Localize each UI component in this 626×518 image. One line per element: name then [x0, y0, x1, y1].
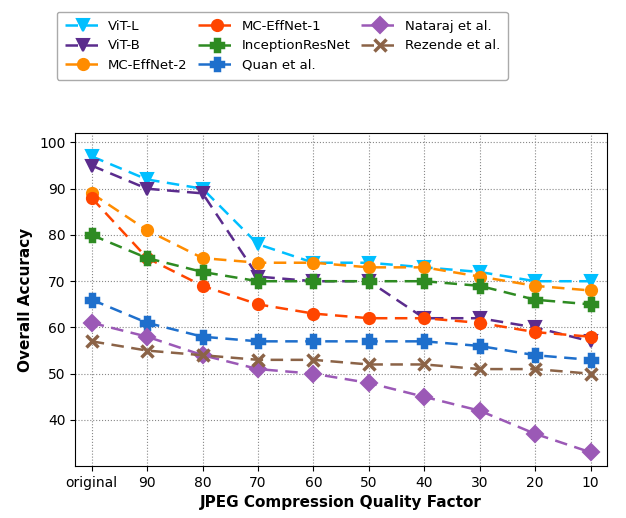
ViT-B [476, 315, 483, 321]
Quan et al. [254, 338, 262, 344]
Nataraj et al. [199, 352, 207, 358]
Rezende et al. [587, 370, 594, 377]
ViT-L [365, 260, 372, 266]
ViT-B [199, 190, 207, 196]
Nataraj et al. [531, 431, 539, 437]
Nataraj et al. [143, 334, 151, 340]
Rezende et al. [143, 348, 151, 354]
MC-EffNet-1 [587, 334, 594, 340]
Nataraj et al. [365, 380, 372, 386]
MC-EffNet-1 [310, 310, 317, 316]
ViT-B [421, 315, 428, 321]
Line: ViT-L: ViT-L [86, 151, 596, 287]
MC-EffNet-1 [365, 315, 372, 321]
Quan et al. [531, 352, 539, 358]
Quan et al. [88, 297, 96, 303]
Line: MC-EffNet-1: MC-EffNet-1 [86, 192, 596, 342]
MC-EffNet-2 [476, 274, 483, 280]
Nataraj et al. [88, 320, 96, 326]
Quan et al. [476, 343, 483, 349]
Nataraj et al. [421, 394, 428, 400]
Rezende et al. [531, 366, 539, 372]
Nataraj et al. [476, 408, 483, 414]
MC-EffNet-2 [365, 264, 372, 270]
Quan et al. [199, 334, 207, 340]
Legend: ViT-L, ViT-B, MC-EffNet-2, MC-EffNet-1, InceptionResNet, Quan et al., Nataraj et: ViT-L, ViT-B, MC-EffNet-2, MC-EffNet-1, … [57, 12, 508, 80]
Nataraj et al. [587, 449, 594, 455]
ViT-L [531, 278, 539, 284]
ViT-B [88, 163, 96, 169]
Rezende et al. [88, 338, 96, 344]
MC-EffNet-1 [88, 195, 96, 201]
InceptionResNet [310, 278, 317, 284]
MC-EffNet-2 [421, 264, 428, 270]
Rezende et al. [421, 362, 428, 368]
Quan et al. [421, 338, 428, 344]
ViT-B [254, 274, 262, 280]
MC-EffNet-1 [143, 255, 151, 261]
Rezende et al. [476, 366, 483, 372]
InceptionResNet [476, 283, 483, 289]
ViT-B [310, 278, 317, 284]
ViT-B [143, 185, 151, 192]
MC-EffNet-1 [531, 329, 539, 335]
ViT-L [587, 278, 594, 284]
Rezende et al. [254, 357, 262, 363]
Line: Quan et al.: Quan et al. [86, 294, 597, 366]
ViT-L [199, 185, 207, 192]
MC-EffNet-2 [199, 255, 207, 261]
ViT-L [310, 260, 317, 266]
Rezende et al. [310, 357, 317, 363]
InceptionResNet [254, 278, 262, 284]
Y-axis label: Overall Accuracy: Overall Accuracy [19, 227, 33, 372]
Quan et al. [143, 320, 151, 326]
ViT-L [476, 269, 483, 275]
MC-EffNet-1 [254, 301, 262, 308]
Nataraj et al. [254, 366, 262, 372]
InceptionResNet [365, 278, 372, 284]
InceptionResNet [587, 301, 594, 308]
InceptionResNet [421, 278, 428, 284]
MC-EffNet-1 [476, 320, 483, 326]
ViT-B [365, 278, 372, 284]
Line: InceptionResNet: InceptionResNet [86, 229, 597, 311]
MC-EffNet-2 [143, 227, 151, 234]
ViT-L [143, 176, 151, 182]
ViT-B [531, 324, 539, 330]
Nataraj et al. [310, 370, 317, 377]
ViT-B [587, 338, 594, 344]
ViT-L [254, 241, 262, 247]
InceptionResNet [199, 269, 207, 275]
InceptionResNet [88, 232, 96, 238]
MC-EffNet-2 [88, 190, 96, 196]
MC-EffNet-2 [310, 260, 317, 266]
MC-EffNet-1 [199, 283, 207, 289]
Quan et al. [310, 338, 317, 344]
Rezende et al. [199, 352, 207, 358]
Line: MC-EffNet-2: MC-EffNet-2 [86, 188, 596, 296]
ViT-L [88, 153, 96, 160]
InceptionResNet [531, 297, 539, 303]
Rezende et al. [365, 362, 372, 368]
MC-EffNet-2 [587, 287, 594, 294]
Line: Nataraj et al.: Nataraj et al. [86, 318, 596, 458]
MC-EffNet-1 [421, 315, 428, 321]
X-axis label: JPEG Compression Quality Factor: JPEG Compression Quality Factor [200, 496, 482, 510]
Line: ViT-B: ViT-B [86, 160, 596, 347]
MC-EffNet-2 [254, 260, 262, 266]
MC-EffNet-2 [531, 283, 539, 289]
Quan et al. [587, 357, 594, 363]
Line: Rezende et al.: Rezende et al. [86, 335, 597, 380]
ViT-L [421, 264, 428, 270]
Quan et al. [365, 338, 372, 344]
InceptionResNet [143, 255, 151, 261]
